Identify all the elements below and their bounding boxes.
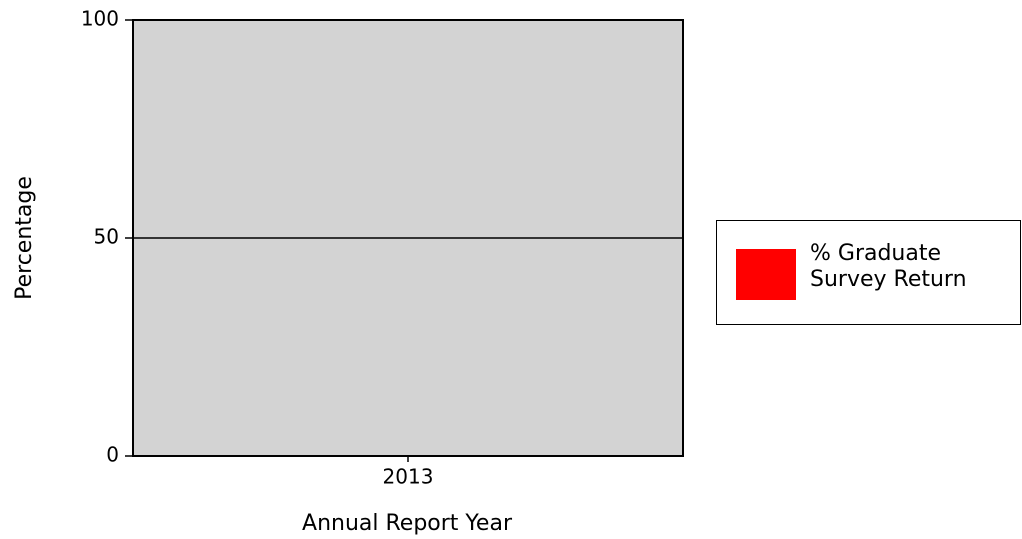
legend: % Graduate Survey Return xyxy=(716,220,1021,325)
legend-swatch xyxy=(736,249,796,300)
legend-label: % Graduate Survey Return xyxy=(810,241,967,292)
x-tick-label: 2013 xyxy=(383,465,434,489)
y-axis-title: Percentage xyxy=(12,176,37,300)
y-tick-label: 100 xyxy=(81,7,119,31)
y-tick-label: 0 xyxy=(106,443,119,467)
x-axis-title: Annual Report Year xyxy=(302,511,513,536)
y-tick-label: 50 xyxy=(94,225,119,249)
plot-border xyxy=(132,19,684,457)
